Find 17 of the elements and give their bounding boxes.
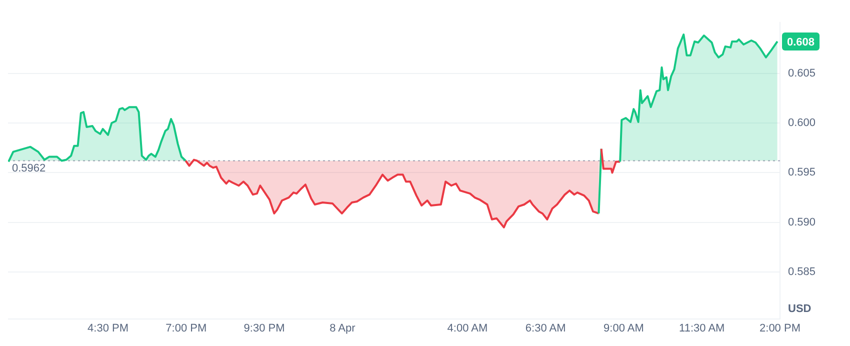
- x-tick-label: 8 Apr: [330, 322, 356, 334]
- x-tick-label: 9:30 PM: [244, 322, 285, 334]
- x-tick-label: 7:00 PM: [166, 322, 207, 334]
- y-tick-label: 0.585: [788, 266, 816, 278]
- ref-line-label: 0.5962: [12, 162, 46, 174]
- x-tick-label: 9:00 AM: [604, 322, 644, 334]
- annotation: 0.608: [787, 36, 815, 49]
- y-tick-label: 0.605: [788, 67, 816, 80]
- x-tick-label: 4:30 PM: [88, 322, 128, 334]
- y-tick-label: 0.590: [788, 216, 816, 228]
- x-tick-label: 4:00 AM: [447, 322, 488, 334]
- x-tick-label: 11:30 AM: [679, 322, 725, 334]
- x-tick-label: 6:30 AM: [525, 322, 566, 334]
- y-tick-label: 0.600: [788, 117, 816, 130]
- x-tick-label: 2:00 PM: [760, 322, 800, 334]
- y-tick-label: 0.595: [788, 166, 816, 179]
- y-axis-title: USD: [788, 302, 812, 315]
